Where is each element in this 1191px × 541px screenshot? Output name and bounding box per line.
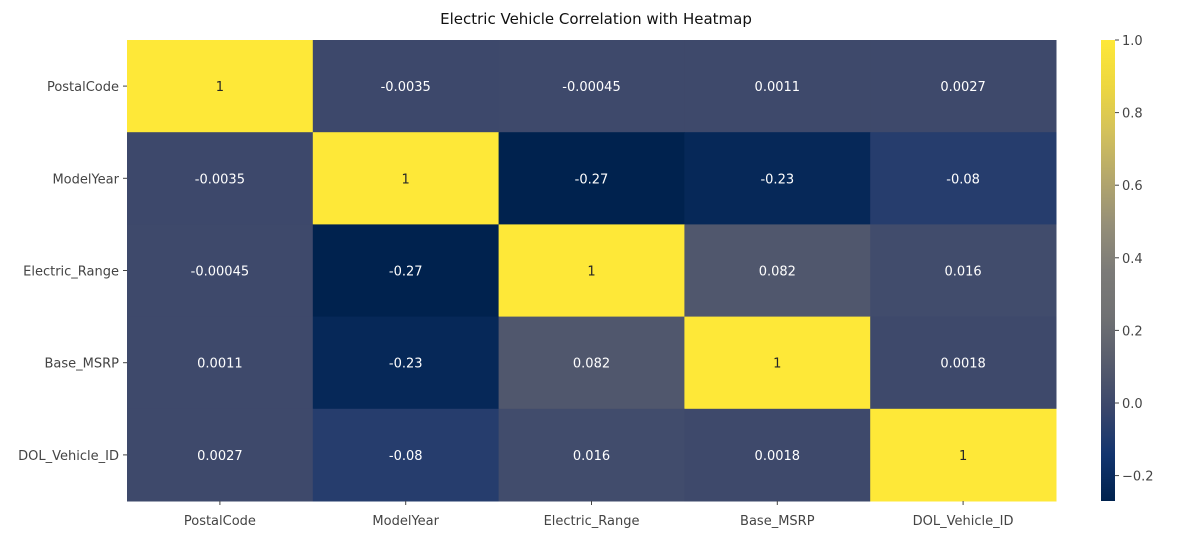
heatmap-cell bbox=[127, 224, 314, 318]
cell-annotation: -0.00045 bbox=[191, 265, 249, 280]
cell-annotation: 1 bbox=[402, 172, 410, 187]
heatmap-cell bbox=[870, 224, 1057, 318]
colorbar: −0.2 0.0 0.2 0.4 0.6 0.8 1.0 bbox=[1101, 34, 1154, 501]
heatmap-cell bbox=[127, 408, 314, 502]
cell-annotation: 1 bbox=[959, 449, 967, 464]
cell-annotation: -0.27 bbox=[575, 172, 609, 187]
heatmap-cell bbox=[312, 224, 500, 318]
heatmap-cell bbox=[870, 40, 1057, 133]
cell-annotation: 0.0018 bbox=[755, 449, 801, 464]
heatmap-cell bbox=[684, 224, 871, 318]
heatmap-cell bbox=[127, 316, 314, 410]
colorbar-gradient bbox=[1101, 40, 1115, 501]
heatmap-cell bbox=[127, 40, 314, 133]
heatmap-cell bbox=[312, 40, 500, 133]
heatmap-cell bbox=[684, 408, 871, 502]
cell-annotation: -0.08 bbox=[946, 172, 980, 187]
y-axis-ticks: PostalCode ModelYear Electric_Range Base_MS… bbox=[18, 80, 127, 464]
cell-annotation: 1 bbox=[773, 357, 781, 372]
heatmap-cell bbox=[870, 408, 1057, 502]
cell-annotation: 0.0011 bbox=[197, 357, 243, 372]
cell-annotation: 0.082 bbox=[573, 357, 610, 372]
colorbar-tick-label: 0.6 bbox=[1122, 179, 1143, 194]
cell-annotation: -0.00045 bbox=[562, 80, 620, 95]
colorbar-tick-label: 1.0 bbox=[1122, 34, 1143, 49]
colorbar-tick-label: 0.8 bbox=[1122, 107, 1143, 122]
x-tick-label: Electric_Range bbox=[544, 514, 640, 529]
heatmap-cell bbox=[312, 316, 500, 410]
x-tick-label: Base_MSRP bbox=[740, 514, 815, 529]
cell-annotation: -0.0035 bbox=[381, 80, 431, 95]
cell-annotation: -0.0035 bbox=[195, 172, 245, 187]
cell-annotation: 1 bbox=[587, 265, 595, 280]
cell-annotation: 0.0011 bbox=[755, 80, 801, 95]
y-tick-label: PostalCode bbox=[47, 80, 119, 95]
heatmap-cell bbox=[127, 132, 314, 225]
cell-annotation: 0.082 bbox=[759, 265, 796, 280]
colorbar-tick-label: 0.0 bbox=[1122, 397, 1143, 412]
x-tick-label: PostalCode bbox=[184, 514, 256, 529]
y-tick-label: Base_MSRP bbox=[45, 357, 120, 372]
heatmap-cell bbox=[498, 316, 685, 410]
heatmap-cells: 1 -0.0035 -0.00045 0.0011 0.0027 -0.0035 1 -0.2… bbox=[127, 40, 1057, 502]
heatmap-cell bbox=[870, 316, 1057, 410]
heatmap-cell bbox=[498, 224, 685, 318]
x-tick-label: DOL_Vehicle_ID bbox=[913, 514, 1014, 529]
cell-annotation: 0.016 bbox=[944, 265, 981, 280]
cell-annotation: 0.0027 bbox=[940, 80, 986, 95]
colorbar-tick-label: 0.2 bbox=[1122, 324, 1143, 339]
heatmap-cell bbox=[684, 316, 871, 410]
colorbar-tick-label: 0.4 bbox=[1122, 252, 1143, 267]
heatmap-cell bbox=[498, 132, 685, 225]
heatmap-cell bbox=[684, 40, 871, 133]
cell-annotation: 0.0027 bbox=[197, 449, 243, 464]
cell-annotation: -0.27 bbox=[389, 265, 423, 280]
heatmap-cell bbox=[498, 408, 685, 502]
x-axis-ticks: PostalCode ModelYear Electric_Range Base_MS… bbox=[184, 501, 1014, 529]
heatmap-cell bbox=[684, 132, 871, 225]
chart-title: Electric Vehicle Correlation with Heatma… bbox=[440, 10, 752, 28]
heatmap-cell bbox=[312, 408, 500, 502]
y-tick-label: DOL_Vehicle_ID bbox=[18, 449, 119, 464]
heatmap-cell bbox=[312, 132, 500, 225]
cell-annotation: 1 bbox=[216, 80, 224, 95]
cell-annotation: -0.23 bbox=[760, 172, 794, 187]
cell-annotation: 0.0018 bbox=[940, 357, 986, 372]
colorbar-tick-label: −0.2 bbox=[1122, 470, 1154, 485]
y-tick-label: Electric_Range bbox=[23, 265, 119, 280]
cell-annotation: -0.08 bbox=[389, 449, 423, 464]
cell-annotation: 0.016 bbox=[573, 449, 610, 464]
heatmap-cell bbox=[498, 40, 685, 133]
cell-annotation: -0.23 bbox=[389, 357, 423, 372]
heatmap-cell bbox=[870, 132, 1057, 225]
x-tick-label: ModelYear bbox=[372, 514, 439, 529]
y-tick-label: ModelYear bbox=[52, 172, 119, 187]
